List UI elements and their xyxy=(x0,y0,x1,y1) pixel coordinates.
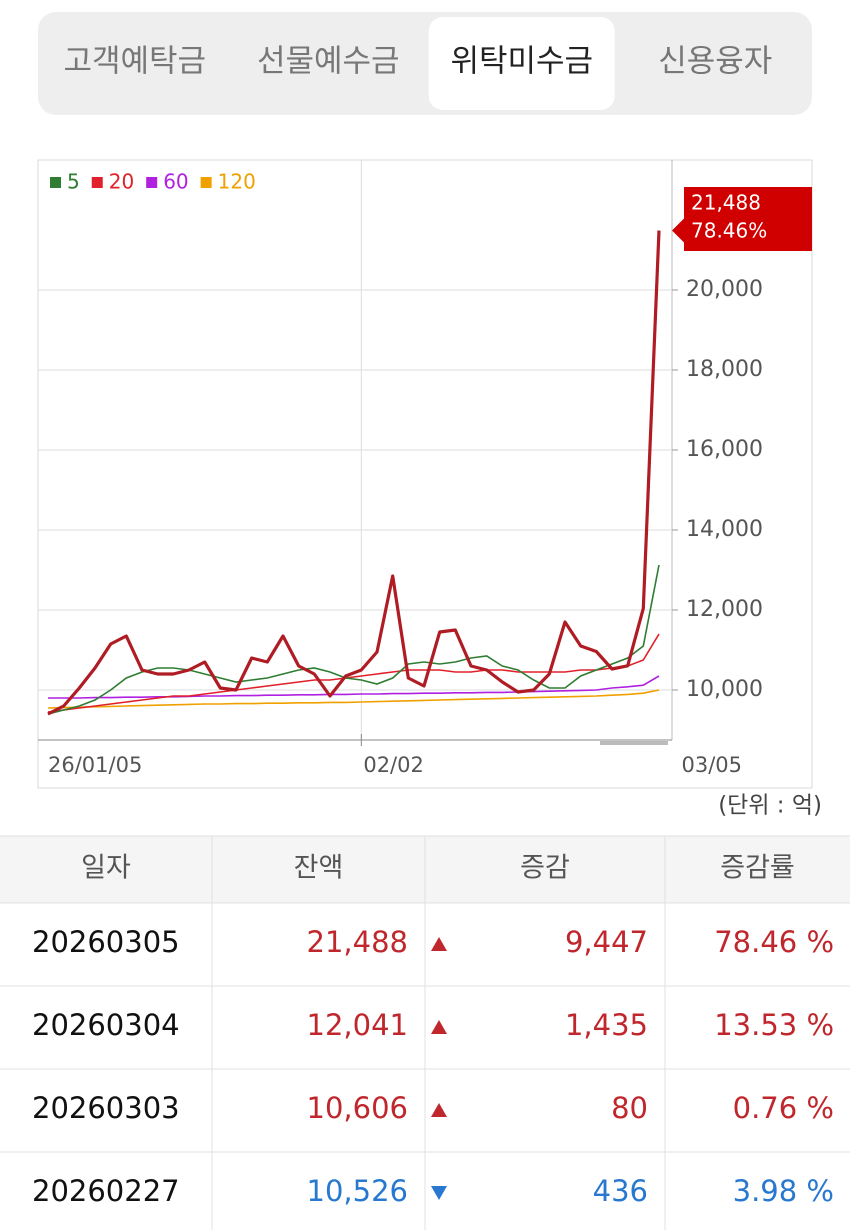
y-tick-label: 14,000 xyxy=(686,517,763,542)
legend-swatch xyxy=(50,177,61,188)
unit-label: (단위 : 억) xyxy=(718,793,822,819)
callout-text: 21,488 xyxy=(691,191,761,215)
callout-text: 78.46% xyxy=(691,219,767,243)
balance-line xyxy=(47,230,661,716)
ma-line xyxy=(48,675,660,699)
legend-swatch xyxy=(146,177,158,188)
legend-label: 120 xyxy=(218,170,256,194)
cell-rate: 0.76 % xyxy=(733,1091,834,1125)
tab-bar xyxy=(38,12,812,115)
cell-date: 20260304 xyxy=(32,1008,180,1042)
y-tick-label: 10,000 xyxy=(686,677,763,702)
y-tick-label: 18,000 xyxy=(686,357,763,382)
cell-date: 20260305 xyxy=(32,925,180,959)
table-header: 일자 xyxy=(81,853,131,884)
cell-date: 20260303 xyxy=(32,1091,180,1125)
tab[interactable]: 신용융자 xyxy=(658,44,772,80)
cell-rate: 3.98 % xyxy=(733,1174,834,1208)
x-tick-label: 03/05 xyxy=(681,753,742,777)
y-tick-label: 16,000 xyxy=(686,437,763,462)
tab[interactable]: 고객예탁금 xyxy=(63,44,206,80)
ma-line xyxy=(47,564,660,715)
cell-date: 20260227 xyxy=(32,1174,180,1208)
cell-change: 80 xyxy=(611,1091,648,1125)
legend-label: 5 xyxy=(67,170,80,194)
table-header: 잔액 xyxy=(294,853,344,884)
tab[interactable]: 위탁미수금 xyxy=(450,44,593,80)
legend-swatch xyxy=(91,177,103,188)
y-tick-label: 20,000 xyxy=(686,277,763,302)
tab[interactable]: 선물예수금 xyxy=(257,44,400,80)
cell-change: 1,435 xyxy=(565,1008,648,1042)
cell-balance: 10,606 xyxy=(307,1091,408,1125)
cell-balance: 12,041 xyxy=(307,1008,408,1042)
direction-arrow xyxy=(431,1103,447,1117)
callout-bg xyxy=(672,187,812,251)
cell-rate: 78.46 % xyxy=(714,925,834,959)
cell-balance: 10,526 xyxy=(307,1174,408,1208)
legend-swatch xyxy=(200,177,212,188)
ma-line xyxy=(47,633,660,713)
x-tick-label: 02/02 xyxy=(363,753,424,777)
cell-balance: 21,488 xyxy=(307,925,408,959)
cell-rate: 13.53 % xyxy=(714,1008,834,1042)
scrollbar xyxy=(600,741,668,745)
direction-arrow xyxy=(431,937,447,951)
cell-change: 9,447 xyxy=(565,925,648,959)
direction-arrow xyxy=(431,1186,447,1200)
cell-change: 436 xyxy=(593,1174,648,1208)
legend-label: 60 xyxy=(163,170,188,194)
y-tick-label: 12,000 xyxy=(686,597,763,622)
table-header: 증감률 xyxy=(720,853,795,884)
tab-active-bg xyxy=(428,17,615,110)
x-tick-label: 26/01/05 xyxy=(48,753,142,777)
legend-label: 20 xyxy=(109,170,134,194)
table-header: 증감 xyxy=(520,853,570,884)
direction-arrow xyxy=(431,1020,447,1034)
ma-line xyxy=(47,689,660,709)
